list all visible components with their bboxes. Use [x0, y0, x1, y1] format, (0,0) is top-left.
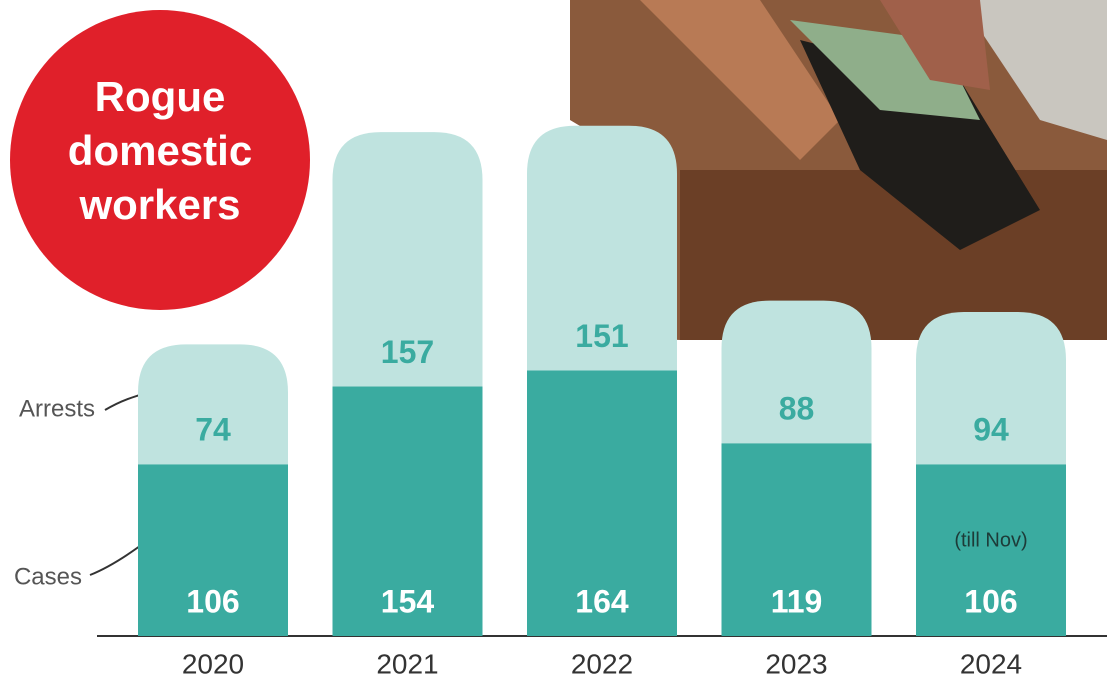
annotation: (till Nov): [954, 529, 1027, 551]
value-label: 106: [964, 583, 1017, 619]
bar-segment: [721, 443, 872, 636]
x-tick-label: 2024: [960, 648, 1022, 679]
chart-title: Rogue domestic workers: [67, 73, 253, 228]
series-label: Cases: [14, 563, 82, 590]
value-label: 164: [575, 583, 629, 619]
series-label: Arrests: [19, 395, 95, 422]
bar-segment: [916, 464, 1066, 636]
x-tick-label: 2021: [376, 648, 438, 679]
value-label: 88: [779, 391, 815, 427]
value-label: 151: [575, 318, 628, 354]
bar-segment: [721, 300, 872, 444]
bar-segment: [916, 312, 1066, 465]
bar-segment: [138, 344, 288, 465]
x-tick-label: 2022: [571, 648, 633, 679]
value-label: 106: [186, 583, 239, 619]
bar-segment: [527, 125, 677, 371]
bar-segment: [138, 464, 288, 636]
bar-segment: [527, 370, 677, 636]
bar-segment: [332, 386, 483, 636]
red-badge: [10, 10, 310, 310]
x-tick-label: 2020: [182, 648, 244, 679]
value-label: 154: [381, 583, 435, 619]
photo: [570, 0, 1107, 340]
value-label: 119: [771, 583, 823, 619]
value-label: 94: [973, 412, 1009, 448]
bar-segment: [332, 132, 483, 387]
value-label: 157: [381, 334, 434, 370]
x-tick-label: 2023: [765, 648, 827, 679]
value-label: 74: [195, 412, 231, 448]
